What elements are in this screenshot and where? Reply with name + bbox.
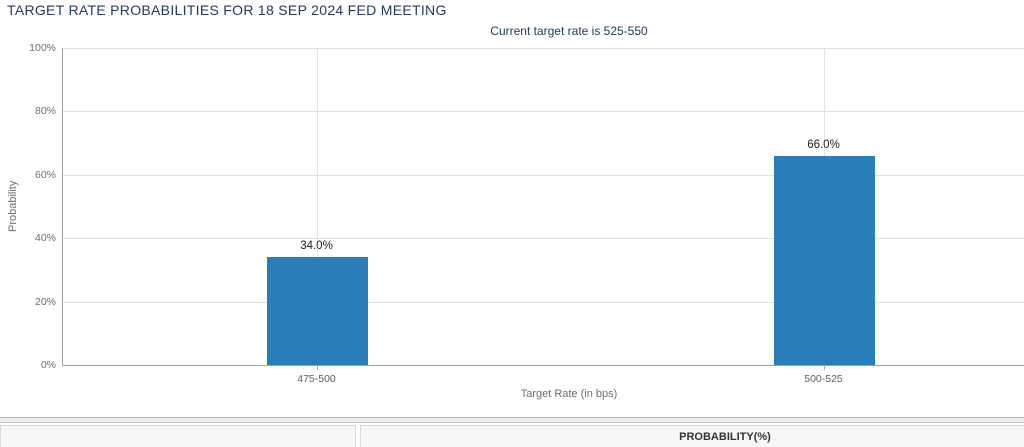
x-gridline: [316, 48, 318, 365]
probability-chart: Current target rate is 525-550 Probabili…: [7, 24, 1024, 400]
y-axis-title: Probability: [7, 180, 19, 233]
x-category-label: 500-525: [804, 373, 843, 385]
table-header-empty-cell: [0, 425, 356, 447]
y-tick-label: 0%: [40, 359, 56, 371]
x-category-label: 475-500: [297, 373, 336, 385]
y-gridline: [63, 111, 1024, 113]
probability-bar[interactable]: [266, 257, 368, 365]
chart-subtitle: Current target rate is 525-550: [490, 24, 648, 38]
page-title: TARGET RATE PROBABILITIES FOR 18 SEP 202…: [7, 2, 447, 18]
x-axis-title: Target Rate (in bps): [520, 388, 618, 400]
y-gridline: [63, 174, 1024, 176]
y-tick-label: 80%: [34, 105, 56, 118]
y-gridline: [63, 48, 1024, 49]
plot-area: 0% 20% 40% 60% 80% 100% 34.0% 475-500 66.0% 500-5…: [29, 42, 1024, 385]
y-tick-label: 40%: [34, 232, 56, 245]
section-divider: [0, 417, 1024, 423]
probability-bar[interactable]: [773, 155, 875, 365]
x-tick-mark: [823, 365, 825, 370]
bar-value-label: 34.0%: [300, 240, 333, 253]
probability-table-header: PROBABILITY(%): [0, 425, 1024, 447]
bar-value-label: 66.0%: [807, 138, 840, 151]
y-gridline: [63, 238, 1024, 240]
y-tick-label: 100%: [29, 42, 56, 54]
x-tick-mark: [316, 365, 318, 370]
table-header-probability-cell: PROBABILITY(%): [360, 425, 1024, 447]
y-tick-label: 20%: [34, 295, 56, 308]
y-tick-label: 60%: [34, 168, 56, 181]
y-gridline: [63, 301, 1024, 303]
